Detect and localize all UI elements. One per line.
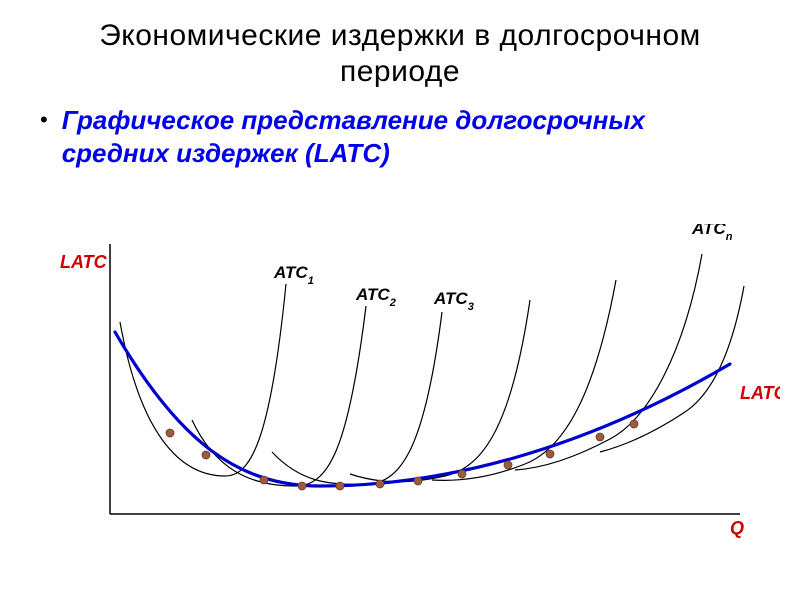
y-axis-label: LATC — [60, 252, 108, 272]
sratc-curve-6 — [515, 254, 702, 470]
tangent-point-7 — [414, 477, 422, 485]
sratc-curve-5 — [432, 280, 616, 480]
tangent-point-11 — [596, 433, 604, 441]
bullet-icon: • — [40, 108, 48, 132]
latc-envelope — [115, 332, 730, 486]
tangent-point-12 — [630, 420, 638, 428]
latc-chart: LATC Q LATC ATC1 ATC2 ATC3 ATCn — [0, 224, 800, 554]
tangent-point-6 — [376, 480, 384, 488]
sratc-curve-3 — [272, 312, 442, 484]
subtitle-row: • Графическое представление долгосрочных… — [0, 96, 800, 169]
tangent-point-10 — [546, 450, 554, 458]
atc-label-3: ATC3 — [433, 289, 474, 313]
atc-label-2: ATC2 — [355, 285, 396, 309]
chart-svg: LATC Q LATC ATC1 ATC2 ATC3 ATCn — [20, 224, 780, 554]
atc-label-4: ATCn — [691, 224, 733, 243]
tangent-point-1 — [166, 429, 174, 437]
tangent-point-9 — [504, 461, 512, 469]
tangent-point-4 — [298, 482, 306, 490]
tangent-point-3 — [260, 476, 268, 484]
page-title: Экономические издержки в долгосрочном пе… — [0, 0, 800, 96]
x-axis-label: Q — [730, 518, 744, 538]
tangent-point-5 — [336, 482, 344, 490]
atc-label-1: ATC1 — [273, 263, 314, 287]
tangent-point-8 — [458, 470, 466, 478]
latc-label: LATC — [740, 383, 780, 403]
tangent-point-2 — [202, 451, 210, 459]
subtitle: Графическое представление долгосрочных с… — [62, 104, 702, 169]
